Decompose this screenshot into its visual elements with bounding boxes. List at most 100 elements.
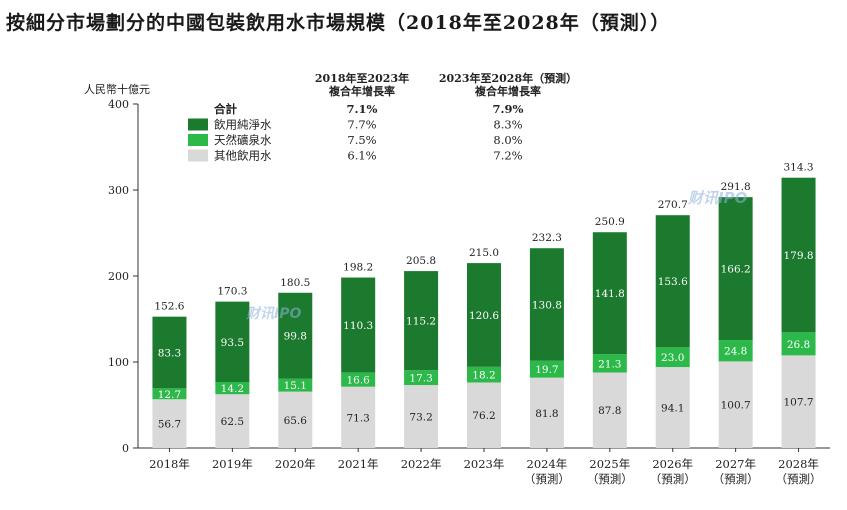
- x-tick-label: 2019年: [212, 457, 253, 471]
- bar-segment: [341, 372, 376, 387]
- y-axis-unit-label: 人民幣十億元: [84, 82, 150, 96]
- bar-segment: [467, 382, 501, 448]
- data-label: 17.3: [409, 373, 432, 385]
- bar-segment: [592, 372, 627, 448]
- bar-segment: [655, 347, 690, 368]
- bar-segment: [152, 388, 187, 400]
- legend-cagr-2023-2028: 7.9%: [493, 102, 524, 116]
- x-tick-label: 2022年: [401, 457, 442, 471]
- x-tick-label: 2021年: [338, 457, 379, 471]
- total-label: 180.5: [280, 277, 310, 289]
- x-tick-label: 2026年: [652, 457, 693, 471]
- total-label: 198.2: [343, 262, 373, 274]
- x-tick-label: 2020年: [275, 457, 316, 471]
- x-tick-label: 2025年: [589, 457, 630, 471]
- bar-segment: [215, 394, 250, 448]
- bar-segment: [215, 382, 250, 395]
- x-tick-label: 2023年: [464, 457, 505, 471]
- data-label: 26.8: [787, 339, 810, 351]
- legend-header-cagr-2018-2023: 複合年增長率: [328, 84, 395, 98]
- legend-label: 合計: [214, 102, 237, 116]
- data-label: 130.8: [532, 299, 562, 311]
- data-label: 166.2: [721, 264, 751, 276]
- x-tick-label: 2028年: [778, 457, 819, 471]
- legend-cagr-2023-2028: 8.3%: [493, 118, 522, 132]
- bar-segment: [781, 177, 816, 333]
- y-tick-label: 300: [108, 184, 129, 197]
- y-tick-label: 400: [108, 98, 129, 111]
- bar-segment: [781, 355, 816, 448]
- bar-segment: [278, 292, 313, 379]
- bar-segment: [278, 378, 313, 392]
- y-tick-label: 100: [108, 356, 129, 369]
- bar-segment: [215, 301, 250, 383]
- bar-segment: [278, 391, 313, 448]
- bar-segment: [655, 215, 690, 348]
- legend-cagr-2023-2028: 8.0%: [493, 133, 522, 147]
- legend-header-cagr-2023-2028: 2023年至2028年（預測）: [439, 71, 577, 85]
- data-label: 15.1: [284, 380, 307, 392]
- legend-cagr-2023-2028: 7.2%: [493, 149, 522, 163]
- total-label: 170.3: [217, 286, 247, 298]
- data-label: 24.8: [724, 346, 747, 358]
- legend-label: 飲用純淨水: [214, 118, 272, 132]
- bar-segment: [404, 385, 439, 448]
- data-label: 99.8: [284, 331, 307, 343]
- data-label: 81.8: [535, 408, 558, 420]
- legend-swatch: [188, 149, 208, 162]
- legend-header-cagr-2018-2023: 2018年至2023年: [315, 71, 409, 85]
- legend: 2018年至2023年複合年增長率2023年至2028年（預測）複合年增長率合計…: [188, 71, 577, 163]
- page-title: 按細分市場劃分的中國包裝飲用水市場規模（2018年至2028年（預測））: [6, 12, 671, 34]
- x-tick-note: （預測）: [713, 472, 759, 486]
- data-label: 76.2: [472, 410, 495, 422]
- data-label: 120.6: [469, 310, 499, 322]
- bar-segment: [718, 340, 753, 362]
- y-tick-label: 200: [108, 270, 129, 283]
- watermark-logo: 财讯IPO: [687, 189, 748, 207]
- bar-segment: [718, 361, 753, 448]
- bar-segment: [718, 197, 753, 341]
- data-label: 141.8: [595, 288, 625, 300]
- data-label: 19.7: [535, 364, 558, 376]
- legend-swatch: [188, 118, 208, 131]
- bars: 56.7 12.7 83.3 152.6 62.5 14.2 93.5 170.3 65.6 15…: [152, 162, 816, 448]
- x-tick-note: （預測）: [650, 472, 696, 486]
- data-label: 107.7: [784, 397, 814, 409]
- legend-cagr-2018-2023: 7.1%: [347, 102, 378, 116]
- bar-segment: [467, 263, 501, 367]
- bar-segment: [592, 232, 627, 355]
- legend-label: 天然礦泉水: [214, 133, 272, 147]
- data-label: 65.6: [284, 415, 308, 427]
- data-label: 16.6: [346, 375, 370, 387]
- x-tick-label: 2027年: [715, 457, 756, 471]
- watermark-logo: 财讯IPO: [245, 305, 301, 322]
- bar-segment: [592, 354, 627, 373]
- bar-segment: [341, 386, 376, 448]
- axes: 0 100 200 300 400 2018年 2019年 2020年 2021年 2022年 20…: [108, 98, 830, 486]
- data-label: 83.3: [158, 347, 181, 359]
- data-label: 94.1: [661, 403, 684, 415]
- bar-segment: [529, 360, 564, 378]
- data-label: 56.7: [158, 419, 181, 431]
- legend-swatch: [188, 134, 208, 146]
- data-label: 93.5: [221, 337, 244, 349]
- bar-segment: [404, 271, 439, 371]
- x-tick-note: （預測）: [776, 472, 822, 486]
- watermarks: 财讯IPO 财讯IPO: [245, 189, 748, 322]
- x-tick-note: （預測）: [587, 472, 633, 486]
- bar-segment: [152, 316, 187, 389]
- total-label: 232.3: [532, 232, 562, 244]
- bar-segment: [341, 277, 376, 373]
- total-label: 205.8: [406, 255, 436, 267]
- x-tick-label: 2018年: [149, 457, 190, 471]
- legend-cagr-2018-2023: 7.7%: [347, 118, 376, 132]
- bar-segment: [655, 367, 690, 448]
- total-label: 152.6: [154, 301, 184, 313]
- bar-segment: [529, 248, 564, 361]
- total-label: 314.3: [784, 162, 814, 174]
- data-label: 23.0: [661, 352, 684, 364]
- bar-segment: [152, 399, 187, 448]
- bar-segment: [529, 377, 564, 448]
- total-label: 215.0: [469, 247, 499, 259]
